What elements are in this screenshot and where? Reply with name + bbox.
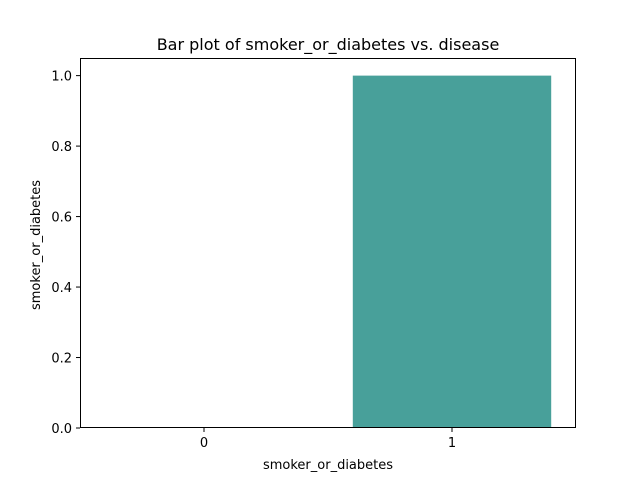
x-tick-label: 1 xyxy=(448,436,456,451)
x-tick-label: 0 xyxy=(200,436,208,451)
plot-frame xyxy=(80,58,576,428)
y-tick-label: 0.0 xyxy=(51,422,72,437)
y-tick-label: 0.4 xyxy=(51,281,72,296)
y-axis-label: smoker_or_diabetes xyxy=(29,180,44,310)
bar-1 xyxy=(352,75,552,428)
y-axis-ticks: 0.0 0.2 0.4 0.6 0.8 1.0 xyxy=(51,70,80,437)
y-tick-label: 0.8 xyxy=(51,140,72,155)
y-tick-label: 1.0 xyxy=(51,70,72,85)
y-tick-label: 0.6 xyxy=(51,211,72,226)
y-tick-label: 0.2 xyxy=(51,352,72,367)
bars-group xyxy=(352,75,552,428)
chart-title: Bar plot of smoker_or_diabetes vs. disea… xyxy=(157,35,500,55)
x-axis-label: smoker_or_diabetes xyxy=(263,458,393,473)
